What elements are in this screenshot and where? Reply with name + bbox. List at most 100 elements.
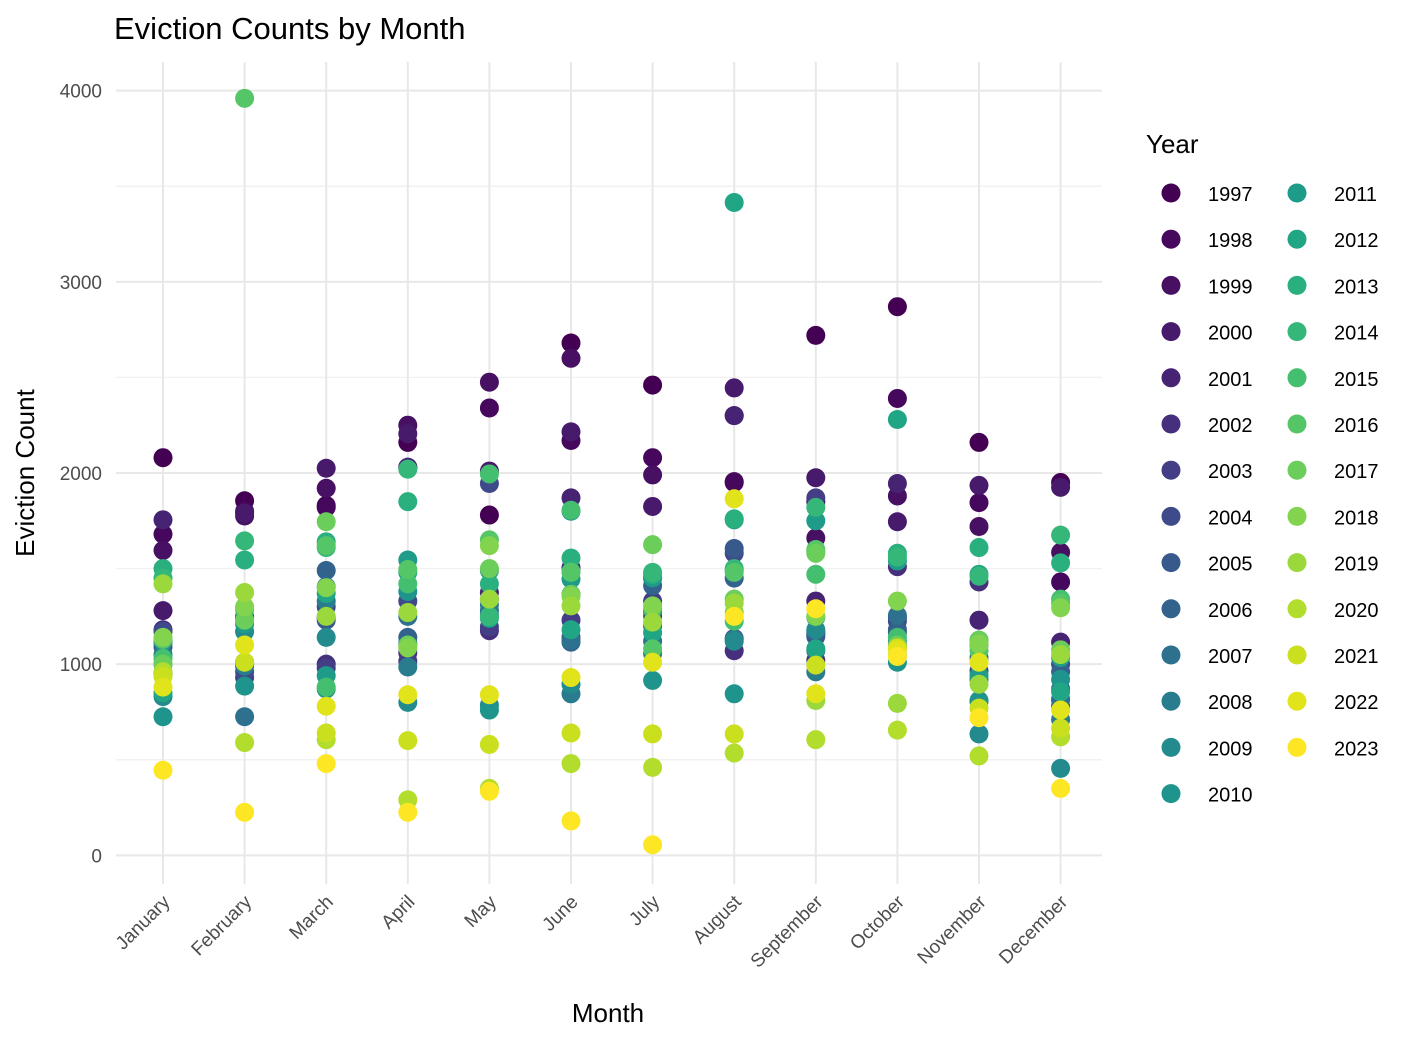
data-point <box>887 409 907 429</box>
data-point <box>316 536 336 556</box>
data-point <box>479 700 499 720</box>
data-point <box>806 564 826 584</box>
data-point <box>316 458 336 478</box>
y-tick-label: 4000 <box>60 82 102 103</box>
legend-key <box>1161 506 1181 526</box>
data-point <box>479 372 499 392</box>
data-point <box>887 297 907 317</box>
data-point <box>153 574 173 594</box>
data-point <box>724 378 744 398</box>
x-tick-label: September <box>747 891 828 972</box>
legend-label: 2013 <box>1334 276 1379 298</box>
data-point <box>316 754 336 774</box>
data-point <box>806 468 826 488</box>
data-point <box>479 606 499 626</box>
x-tick-label: July <box>625 891 664 930</box>
legend-key <box>1161 414 1181 434</box>
legend-label: 2014 <box>1334 323 1379 345</box>
y-axis-title: Eviction Count <box>10 388 40 556</box>
data-point <box>398 492 418 512</box>
data-point <box>969 566 989 586</box>
legend-key <box>1161 229 1181 249</box>
x-tick-label: December <box>995 891 1072 968</box>
x-tick-label: February <box>188 891 257 960</box>
y-tick-label: 1000 <box>60 655 102 676</box>
legend-key <box>1287 275 1307 295</box>
data-point <box>561 348 581 368</box>
data-point <box>561 620 581 640</box>
legend: Year 1997 1998 1999 2000 2001 2002 2003 2004 200… <box>1146 129 1379 807</box>
data-point <box>235 707 255 727</box>
data-point <box>724 684 744 704</box>
data-point <box>724 406 744 426</box>
data-point <box>1051 700 1071 720</box>
y-axis-ticks: 0 1000 2000 3000 4000 <box>60 82 102 868</box>
data-point <box>316 696 336 716</box>
legend-key <box>1287 553 1307 573</box>
x-tick-label: April <box>378 892 420 934</box>
data-point <box>969 708 989 728</box>
x-tick-label: January <box>112 891 175 954</box>
data-point <box>479 536 499 556</box>
data-point <box>561 562 581 582</box>
legend-label: 1997 <box>1208 184 1253 206</box>
data-point <box>969 724 989 744</box>
x-tick-label: November <box>914 891 991 968</box>
data-point <box>153 448 173 468</box>
legend-label: 2018 <box>1334 507 1379 529</box>
data-point <box>887 720 907 740</box>
legend-key <box>1161 368 1181 388</box>
data-point <box>153 510 173 530</box>
legend-label: 1999 <box>1208 276 1253 298</box>
data-point <box>561 754 581 774</box>
legend-key <box>1161 553 1181 573</box>
data-point <box>153 707 173 727</box>
data-point <box>969 517 989 537</box>
legend-label: 2011 <box>1334 184 1377 206</box>
data-point <box>561 811 581 831</box>
data-point <box>561 596 581 616</box>
legend-label: 2006 <box>1208 600 1253 622</box>
data-point <box>887 591 907 611</box>
legend-key <box>1287 414 1307 434</box>
data-point <box>479 574 499 594</box>
data-point <box>235 610 255 630</box>
x-tick-label: August <box>689 891 746 948</box>
data-point <box>398 731 418 751</box>
legend-key <box>1287 737 1307 757</box>
legend-key <box>1161 737 1181 757</box>
data-point <box>235 676 255 696</box>
data-point <box>235 88 255 108</box>
legend-label: 2016 <box>1334 415 1379 437</box>
data-point <box>724 631 744 651</box>
data-point <box>1051 477 1071 497</box>
legend-key <box>1287 183 1307 203</box>
data-point <box>561 548 581 568</box>
data-point <box>969 674 989 694</box>
data-point <box>887 547 907 567</box>
data-point <box>643 596 663 616</box>
data-point <box>398 424 418 444</box>
data-point <box>969 652 989 672</box>
data-point <box>1051 718 1071 738</box>
data-point <box>643 562 663 582</box>
data-point <box>316 677 336 697</box>
data-point <box>643 465 663 485</box>
data-point <box>316 497 336 517</box>
data-point <box>887 512 907 532</box>
data-point <box>887 388 907 408</box>
data-point <box>153 524 173 544</box>
data-point <box>235 652 255 672</box>
data-point <box>724 606 744 626</box>
data-point <box>316 560 336 580</box>
data-point <box>316 723 336 743</box>
data-point <box>724 509 744 529</box>
data-point <box>806 684 826 704</box>
data-point <box>316 478 336 498</box>
data-point <box>235 531 255 551</box>
data-point <box>969 432 989 452</box>
legend-key <box>1161 645 1181 665</box>
data-point <box>806 639 826 659</box>
data-point <box>643 670 663 690</box>
data-point <box>1051 572 1071 592</box>
